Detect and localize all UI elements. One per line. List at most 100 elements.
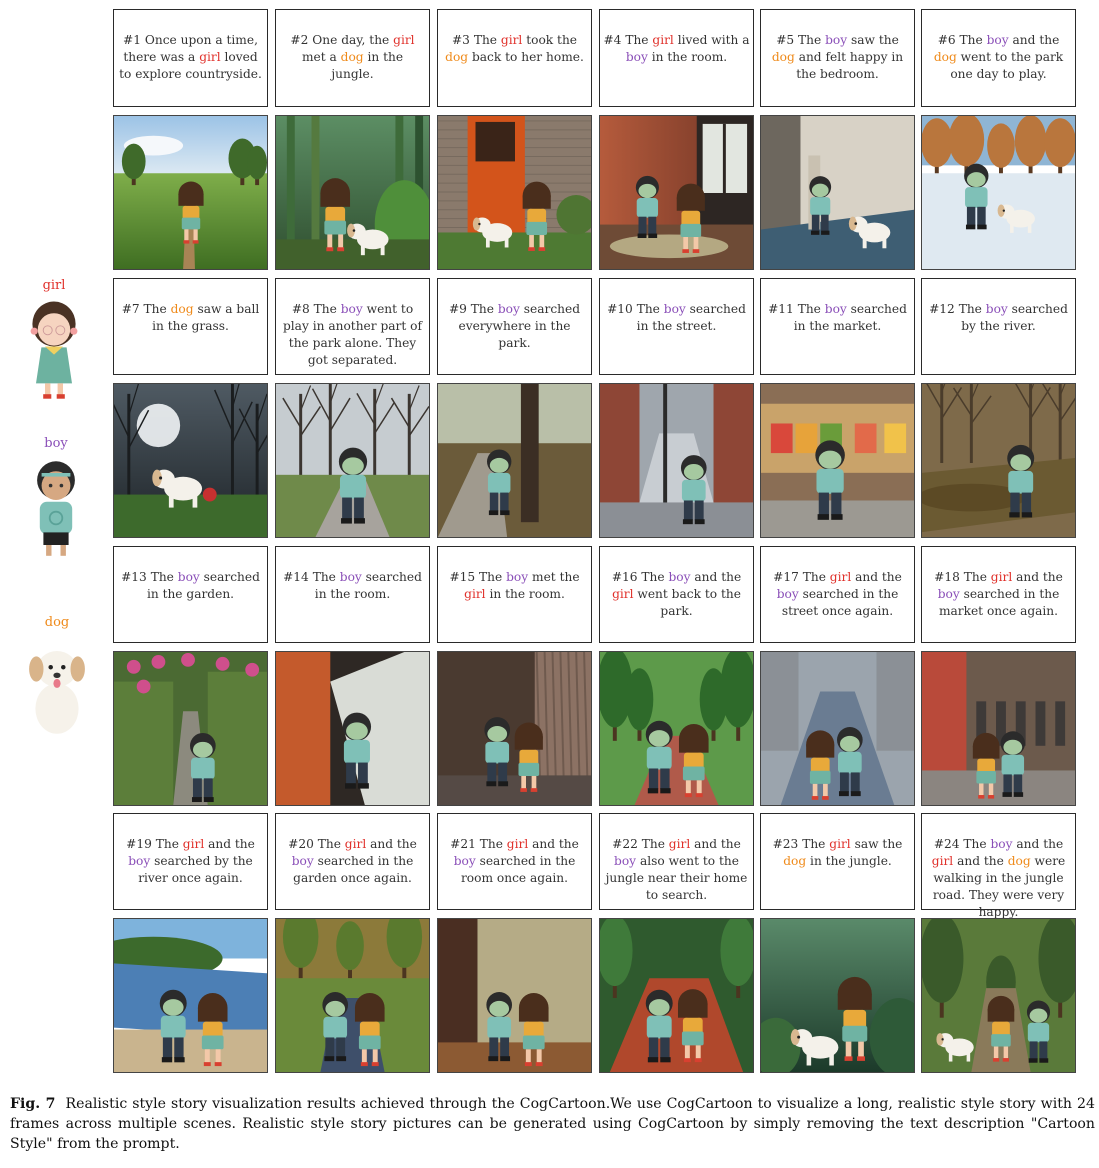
frame-4-word-boy: boy bbox=[625, 50, 648, 64]
frame-17-caption-text: #17 The girl and the boy searched in the… bbox=[773, 570, 902, 618]
frame-13-image bbox=[113, 651, 268, 806]
frame-13-caption: #13 The boy searched in the garden. bbox=[113, 546, 268, 643]
frame-14-image bbox=[275, 651, 430, 806]
frame-17-image bbox=[760, 651, 915, 806]
frame-21-word-boy: boy bbox=[453, 854, 476, 868]
frame-14-word-boy: boy bbox=[339, 570, 362, 584]
frame-16-illustration bbox=[600, 652, 753, 805]
frame-20-image bbox=[275, 918, 430, 1073]
frame-1-word-girl: girl bbox=[199, 50, 221, 64]
frame-4-word-girl: girl bbox=[652, 33, 674, 47]
frame-4-caption: #4 The girl lived with a boy in the room… bbox=[599, 9, 754, 107]
character-label-dog: dog bbox=[44, 615, 70, 630]
frame-11-image bbox=[760, 383, 915, 538]
frame-17-illustration bbox=[761, 652, 914, 805]
frame-9-caption-text: #9 The boy searched everywhere in the pa… bbox=[448, 302, 581, 350]
frame-8-caption-text: #8 The boy went to play in another part … bbox=[282, 302, 422, 367]
story-grid: #1 Once upon a time, there was a girl lo… bbox=[113, 9, 1076, 1073]
frame-1-caption: #1 Once upon a time, there was a girl lo… bbox=[113, 9, 268, 107]
frame-24-word-boy: boy bbox=[990, 837, 1013, 851]
frame-10-caption: #10 The boy searched in the street. bbox=[599, 278, 754, 375]
frame-18-word-girl: girl bbox=[990, 570, 1013, 584]
frame-9-image bbox=[437, 383, 592, 538]
frame-23-illustration bbox=[761, 919, 914, 1072]
frame-5-illustration bbox=[761, 116, 914, 269]
frame-22-caption-text: #22 The girl and the boy also went to th… bbox=[605, 837, 748, 902]
frame-2-word-girl: girl bbox=[393, 33, 415, 47]
frame-12-illustration bbox=[922, 384, 1075, 537]
figure-label: Fig. 7 bbox=[10, 1096, 56, 1112]
frame-13-word-boy: boy bbox=[177, 570, 200, 584]
frame-16-word-girl: girl bbox=[612, 587, 634, 601]
frame-16-image bbox=[599, 651, 754, 806]
frame-24-illustration bbox=[922, 919, 1075, 1072]
frame-22-word-boy: boy bbox=[614, 854, 637, 868]
character-label-girl: girl bbox=[42, 278, 66, 293]
frame-7-caption-text: #7 The dog saw a ball in the grass. bbox=[121, 302, 260, 333]
frame-5-caption-text: #5 The boy saw the dog and felt happy in… bbox=[771, 33, 904, 81]
frame-3-illustration bbox=[438, 116, 591, 269]
frame-16-caption: #16 The boy and the girl went back to th… bbox=[599, 546, 754, 643]
frame-24-word-girl: girl bbox=[931, 854, 954, 868]
frame-20-word-boy: boy bbox=[291, 854, 314, 868]
character-image-boy bbox=[37, 461, 75, 556]
frame-9-caption: #9 The boy searched everywhere in the pa… bbox=[437, 278, 592, 375]
frame-14-caption-text: #14 The boy searched in the room. bbox=[283, 570, 422, 601]
frame-15-image bbox=[437, 651, 592, 806]
frame-8-illustration bbox=[276, 384, 429, 537]
frame-20-caption-text: #20 The girl and the boy searched in the… bbox=[288, 837, 417, 885]
frame-15-word-girl: girl bbox=[464, 587, 486, 601]
frame-12-image bbox=[921, 383, 1076, 538]
frame-8-image bbox=[275, 383, 430, 538]
frame-10-illustration bbox=[600, 384, 753, 537]
frame-22-image bbox=[599, 918, 754, 1073]
character-label-boy: boy bbox=[44, 436, 68, 451]
frame-19-image bbox=[113, 918, 268, 1073]
figure-caption: Fig. 7 Realistic style story visualizati… bbox=[10, 1094, 1095, 1154]
frame-24-word-dog: dog bbox=[1007, 854, 1031, 868]
frame-17-word-girl: girl bbox=[829, 570, 852, 584]
frame-6-word-dog: dog bbox=[933, 50, 957, 64]
frame-3-word-girl: girl bbox=[500, 33, 523, 47]
frame-15-caption-text: #15 The boy met the girl in the room. bbox=[449, 570, 580, 601]
frame-10-image bbox=[599, 383, 754, 538]
frame-5-word-dog: dog bbox=[771, 50, 795, 64]
frame-4-caption-text: #4 The girl lived with a boy in the room… bbox=[603, 33, 750, 64]
frame-11-word-boy: boy bbox=[824, 302, 847, 316]
frame-21-caption-text: #21 The girl and the boy searched in the… bbox=[450, 837, 579, 885]
frame-18-image bbox=[921, 651, 1076, 806]
character-image-girl bbox=[30, 301, 78, 399]
frame-20-illustration bbox=[276, 919, 429, 1072]
frame-3-word-dog: dog bbox=[445, 50, 469, 64]
frame-12-word-boy: boy bbox=[985, 302, 1008, 316]
frame-19-word-girl: girl bbox=[182, 837, 205, 851]
frame-19-caption: #19 The girl and the boy searched by the… bbox=[113, 813, 268, 910]
frame-2-illustration bbox=[276, 116, 429, 269]
frame-21-word-girl: girl bbox=[506, 837, 529, 851]
frame-22-caption: #22 The girl and the boy also went to th… bbox=[599, 813, 754, 910]
frame-1-illustration bbox=[114, 116, 267, 269]
frame-7-word-dog: dog bbox=[170, 302, 194, 316]
frame-18-caption-text: #18 The girl and the boy searched in the… bbox=[934, 570, 1063, 618]
frame-6-caption: #6 The boy and the dog went to the park … bbox=[921, 9, 1076, 107]
frame-5-word-boy: boy bbox=[825, 33, 848, 47]
frame-14-illustration bbox=[276, 652, 429, 805]
frame-9-illustration bbox=[438, 384, 591, 537]
frame-1-image bbox=[113, 115, 268, 270]
frame-11-illustration bbox=[761, 384, 914, 537]
frame-1-caption-text: #1 Once upon a time, there was a girl lo… bbox=[119, 33, 262, 81]
frame-15-illustration bbox=[438, 652, 591, 805]
frame-19-caption-text: #19 The girl and the boy searched by the… bbox=[126, 837, 255, 885]
frame-5-image bbox=[760, 115, 915, 270]
frame-18-caption: #18 The girl and the boy searched in the… bbox=[921, 546, 1076, 643]
frame-19-illustration bbox=[114, 919, 267, 1072]
frame-20-caption: #20 The girl and the boy searched in the… bbox=[275, 813, 430, 910]
frame-2-caption: #2 One day, the girl met a dog in the ju… bbox=[275, 9, 430, 107]
frame-2-image bbox=[275, 115, 430, 270]
frame-5-caption: #5 The boy saw the dog and felt happy in… bbox=[760, 9, 915, 107]
frame-23-caption: #23 The girl saw the dog in the jungle. bbox=[760, 813, 915, 910]
frame-21-illustration bbox=[438, 919, 591, 1072]
frame-2-word-dog: dog bbox=[340, 50, 364, 64]
frame-7-caption: #7 The dog saw a ball in the grass. bbox=[113, 278, 268, 375]
frame-3-caption: #3 The girl took the dog back to her hom… bbox=[437, 9, 592, 107]
